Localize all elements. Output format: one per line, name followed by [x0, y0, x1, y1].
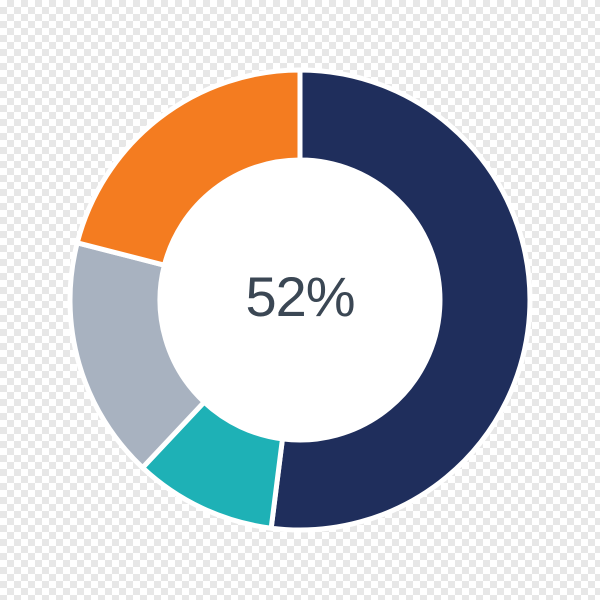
donut-segments-group [67, 67, 533, 533]
donut-segment-navy [268, 67, 533, 533]
donut-hole [159, 159, 441, 441]
center-percentage-label: 52% [245, 265, 355, 328]
donut-segment-orange [74, 67, 303, 269]
